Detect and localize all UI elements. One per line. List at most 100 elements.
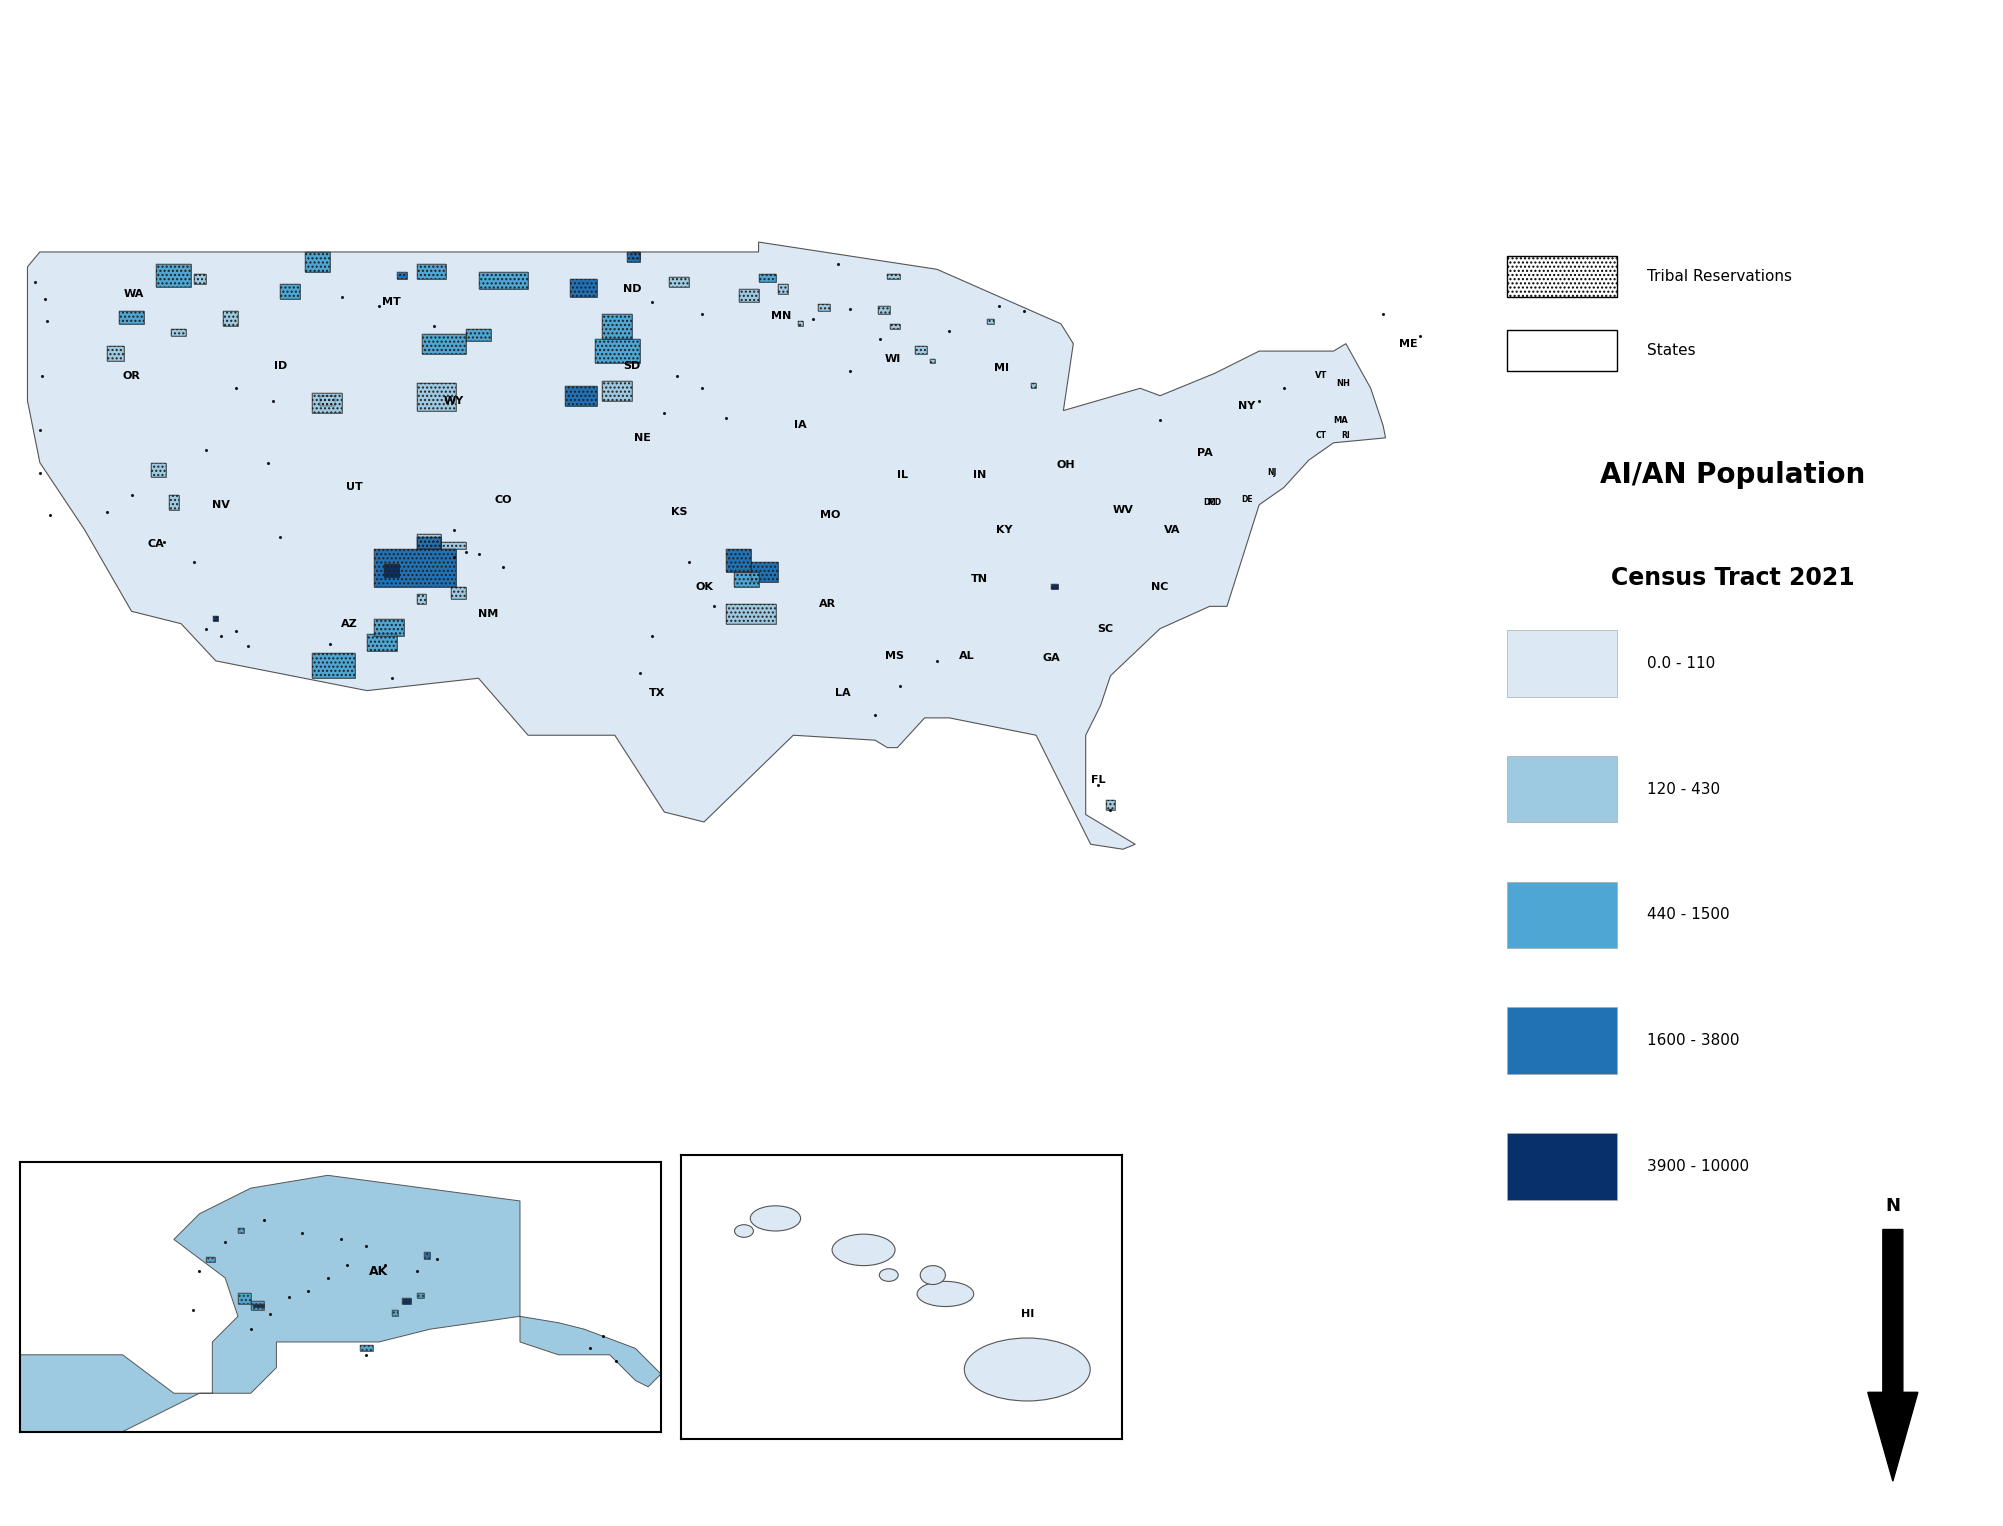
Bar: [168, 494, 178, 510]
Bar: [929, 359, 935, 363]
Text: NM: NM: [479, 609, 499, 620]
Polygon shape: [361, 1344, 373, 1351]
Text: UT: UT: [347, 482, 363, 493]
Bar: [595, 339, 639, 363]
Bar: [441, 542, 467, 549]
Bar: [170, 328, 186, 336]
Bar: [1106, 800, 1116, 810]
Bar: [417, 383, 457, 410]
Ellipse shape: [879, 1268, 897, 1282]
Text: AZ: AZ: [341, 618, 359, 629]
Bar: [1052, 584, 1058, 589]
Bar: [375, 549, 457, 586]
Polygon shape: [521, 1317, 661, 1387]
Bar: [1508, 630, 1618, 696]
Text: SD: SD: [623, 362, 641, 371]
Text: ID: ID: [274, 362, 286, 371]
Text: AI/AN Population: AI/AN Population: [1600, 461, 1865, 488]
Bar: [751, 562, 779, 581]
Bar: [603, 382, 633, 401]
Polygon shape: [425, 1253, 431, 1259]
Text: MD: MD: [1208, 497, 1222, 507]
Text: TN: TN: [971, 574, 987, 584]
Bar: [467, 328, 491, 342]
Bar: [421, 334, 467, 354]
Bar: [817, 304, 831, 311]
Bar: [915, 346, 927, 354]
Text: SC: SC: [1098, 624, 1114, 633]
Bar: [877, 307, 889, 314]
Bar: [1508, 330, 1618, 371]
Bar: [320, 395, 335, 406]
Bar: [739, 288, 759, 302]
Text: AR: AR: [819, 598, 837, 609]
Text: VT: VT: [1314, 371, 1328, 380]
Bar: [733, 572, 759, 586]
Bar: [727, 549, 751, 572]
Text: 440 - 1500: 440 - 1500: [1646, 908, 1731, 922]
Bar: [727, 604, 775, 624]
Bar: [106, 346, 124, 362]
Bar: [889, 324, 899, 328]
Bar: [915, 346, 927, 354]
Polygon shape: [403, 1299, 411, 1303]
Text: MI: MI: [993, 363, 1010, 374]
Text: ME: ME: [1398, 339, 1418, 348]
Bar: [1508, 255, 1618, 298]
Bar: [751, 562, 779, 581]
Bar: [779, 284, 789, 295]
Bar: [312, 394, 343, 414]
Text: N: N: [1885, 1196, 1901, 1215]
Bar: [669, 276, 689, 287]
Text: NV: NV: [212, 499, 230, 510]
Bar: [214, 617, 218, 621]
Text: 1600 - 3800: 1600 - 3800: [1646, 1033, 1741, 1048]
Bar: [222, 311, 238, 327]
Bar: [887, 275, 899, 279]
Ellipse shape: [919, 1265, 945, 1285]
Ellipse shape: [751, 1206, 801, 1231]
Bar: [417, 594, 427, 604]
Text: 0.0 - 110: 0.0 - 110: [1646, 656, 1717, 671]
Bar: [1106, 800, 1116, 810]
Bar: [1508, 1007, 1618, 1074]
Text: IN: IN: [973, 470, 985, 481]
Ellipse shape: [831, 1235, 895, 1265]
Polygon shape: [206, 1257, 214, 1262]
Text: MT: MT: [383, 296, 401, 307]
Bar: [168, 494, 178, 510]
Text: MA: MA: [1334, 417, 1348, 424]
Bar: [421, 334, 467, 354]
Bar: [417, 537, 441, 549]
Text: PA: PA: [1196, 447, 1212, 458]
Text: NH: NH: [1336, 378, 1350, 388]
Bar: [887, 275, 899, 279]
Text: ND: ND: [623, 284, 641, 295]
Text: Census Tract 2021: Census Tract 2021: [1610, 566, 1855, 591]
Bar: [1508, 755, 1618, 823]
Bar: [304, 252, 330, 272]
Bar: [727, 604, 775, 624]
Bar: [417, 534, 441, 549]
Bar: [417, 264, 447, 279]
Bar: [118, 311, 144, 324]
Bar: [817, 304, 831, 311]
Bar: [451, 586, 467, 598]
Bar: [152, 462, 166, 478]
Polygon shape: [393, 1309, 399, 1317]
Text: OK: OK: [695, 581, 713, 592]
Bar: [603, 382, 633, 401]
Bar: [479, 272, 529, 288]
Text: NY: NY: [1238, 401, 1256, 410]
Bar: [799, 322, 803, 327]
Text: RI: RI: [1342, 430, 1350, 439]
FancyArrow shape: [1867, 1230, 1919, 1482]
Bar: [733, 572, 759, 586]
Bar: [779, 284, 789, 295]
Bar: [417, 383, 457, 410]
Text: HI: HI: [1022, 1309, 1034, 1318]
Bar: [375, 549, 457, 586]
Bar: [156, 264, 190, 287]
Text: 120 - 430: 120 - 430: [1646, 781, 1721, 797]
Bar: [156, 264, 190, 287]
